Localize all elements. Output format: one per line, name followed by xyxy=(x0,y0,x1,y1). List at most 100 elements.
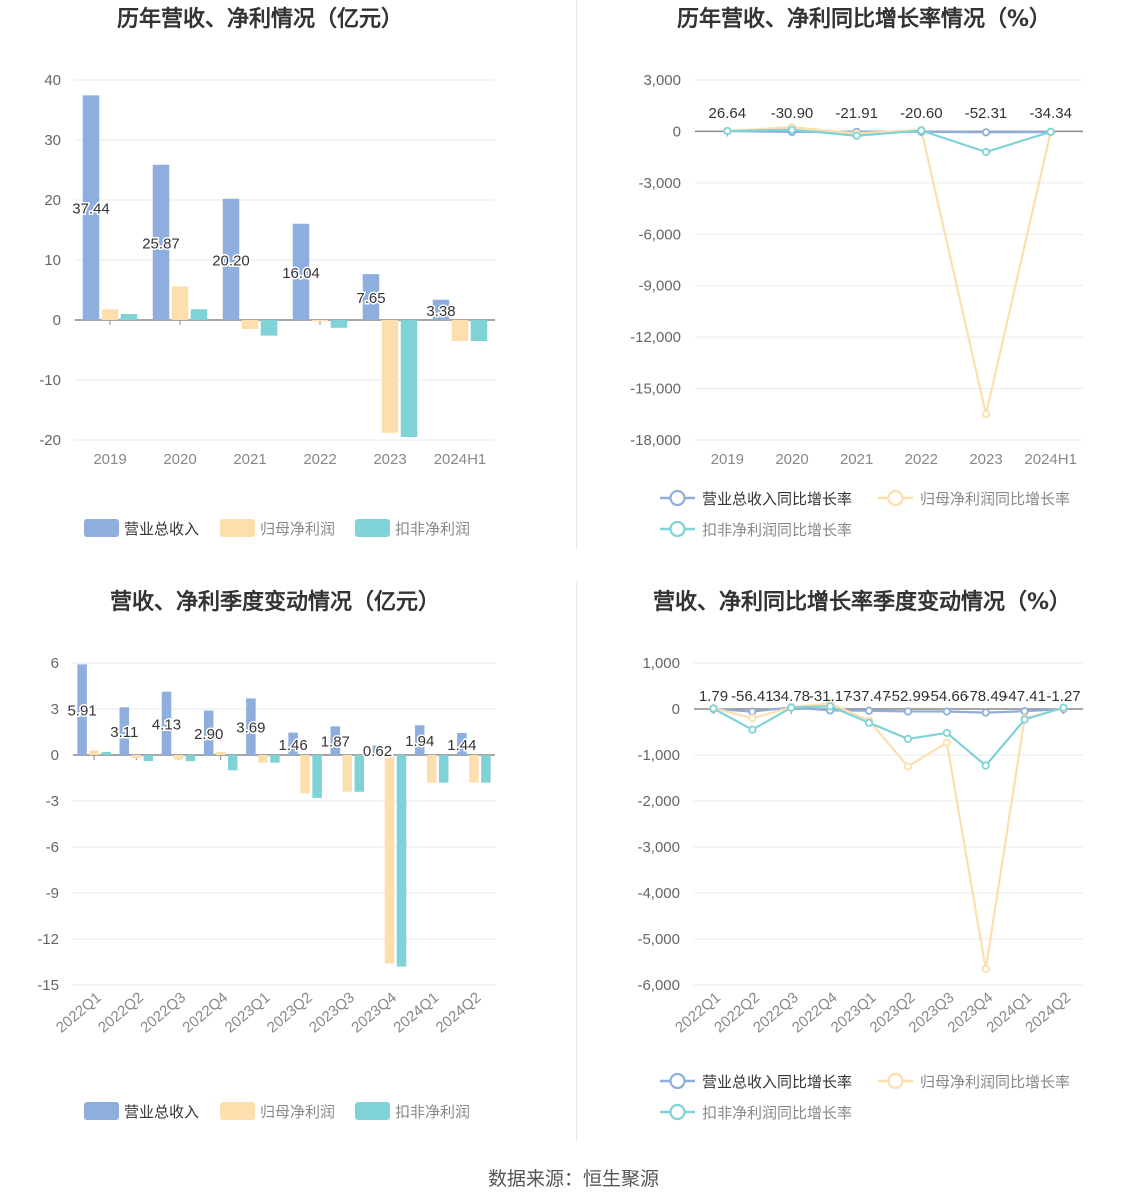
legend-marker xyxy=(669,1072,686,1090)
bar-deducted-profit xyxy=(354,755,365,792)
x-tick-label: 2022Q3 xyxy=(137,989,189,1036)
y-tick-label: -6 xyxy=(46,839,59,856)
legend-label: 营业总收入同比增长率 xyxy=(702,1074,852,1091)
y-tick-label: -9,000 xyxy=(638,278,681,295)
line-point xyxy=(903,707,913,716)
line-value-label: -52.31 xyxy=(965,105,1008,122)
bar-deducted-profit xyxy=(438,755,449,783)
bar-deducted-profit xyxy=(101,751,111,755)
legend-swatch xyxy=(84,519,119,537)
legend-label: 营业总收入 xyxy=(124,1104,199,1121)
line-point xyxy=(723,126,732,136)
legend-marker xyxy=(887,1072,904,1090)
bar-deducted-profit xyxy=(312,755,322,798)
bar-revenue xyxy=(161,691,172,755)
bar-net-profit xyxy=(300,755,310,794)
y-tick-label: 6 xyxy=(51,655,59,672)
y-tick-label: 30 xyxy=(44,132,61,149)
chart-title: 营收、净利同比增长率季度变动情况（%） xyxy=(653,589,1071,615)
bar-net-profit xyxy=(89,750,99,755)
y-tick-label: 0 xyxy=(672,701,680,718)
y-tick-label: -6,000 xyxy=(637,977,680,994)
chart-svg: 历年营收、净利同比增长率情况（%） -18,000 -15,000 -12,000 -9… xyxy=(630,6,1083,539)
legend-label: 归母净利润 xyxy=(260,1104,335,1121)
line-point xyxy=(787,125,797,134)
quarterly-revenue-profit-chart: 营收、净利季度变动情况（亿元） -15 -12 -9 -6 -3 0 3 6 2022Q1 2022… xyxy=(0,582,560,1152)
legend-marker xyxy=(669,1103,686,1121)
x-tick-label: 2022 xyxy=(303,451,336,468)
y-tick-label: -15,000 xyxy=(630,381,681,398)
bar-value-label: 4.13 xyxy=(152,716,181,733)
bar-value-label: 3.38 xyxy=(426,303,455,320)
x-tick-label: 2020 xyxy=(775,451,808,468)
line-point xyxy=(903,734,913,743)
legend-marker xyxy=(887,489,904,507)
line-value-label: -31.17 xyxy=(809,688,852,705)
line-point xyxy=(864,718,874,727)
bar-revenue xyxy=(203,710,214,755)
y-tick-label: 0 xyxy=(51,747,59,764)
y-tick-label: 20 xyxy=(44,192,61,209)
chart-title: 历年营收、净利同比增长率情况（%） xyxy=(677,6,1051,32)
line-point xyxy=(981,147,991,157)
line-value-label: -54.66 xyxy=(926,688,969,705)
line-value-label: -34.34 xyxy=(1029,105,1072,122)
x-tick-label: 2024Q2 xyxy=(433,989,485,1036)
bar-deducted-profit xyxy=(185,755,196,762)
legend-label: 归母净利润同比增长率 xyxy=(920,491,1070,508)
line-point xyxy=(1020,707,1029,716)
line-net-growth xyxy=(727,126,1052,415)
bar-net-profit xyxy=(258,755,268,763)
x-tick-label: 2022Q1 xyxy=(53,989,105,1036)
chart-title: 历年营收、净利情况（亿元） xyxy=(117,6,403,32)
line-point xyxy=(981,964,990,973)
annual-growth-rate-chart: 历年营收、净利同比增长率情况（%） -18,000 -15,000 -12,000 -9… xyxy=(580,0,1140,570)
bar-deducted-profit xyxy=(330,320,348,328)
quarterly-growth-rate-chart: 营收、净利同比增长率季度变动情况（%） -6,000 -5,000 -4,000 -3,… xyxy=(580,582,1140,1152)
line-value-label: 34.78 xyxy=(772,688,810,705)
x-tick-label: 2023 xyxy=(969,451,1002,468)
y-tick-label: -2,000 xyxy=(637,793,680,810)
legend-marker xyxy=(669,520,686,538)
chart-title: 营收、净利季度变动情况（亿元） xyxy=(110,589,440,615)
bar-net-profit xyxy=(342,755,353,792)
x-tick-label: 2019 xyxy=(93,451,126,468)
annual-revenue-profit-chart: 历年营收、净利情况（亿元） -20 -10 0 10 20 30 40 2019 2020 2021… xyxy=(0,0,560,570)
line-point xyxy=(1059,703,1068,712)
bar-deducted-profit xyxy=(396,755,407,967)
legend-label: 扣非净利润同比增长率 xyxy=(702,522,852,539)
y-tick-label: -9 xyxy=(46,885,59,902)
legend-label: 扣非净利润 xyxy=(395,1104,470,1121)
bar-value-label: 5.91 xyxy=(67,703,96,720)
bar-revenue xyxy=(152,164,170,320)
line-value-label: -1.27 xyxy=(1046,688,1080,705)
bar-deducted-profit xyxy=(120,314,138,320)
x-tick-label: 2021 xyxy=(840,451,873,468)
line-point xyxy=(748,707,757,716)
bar-revenue xyxy=(119,707,130,755)
y-tick-label: -5,000 xyxy=(637,931,680,948)
y-tick-label: 0 xyxy=(53,312,61,329)
line-deducted-growth xyxy=(727,128,1051,154)
line-point xyxy=(981,708,990,717)
bar-revenue xyxy=(372,745,383,755)
line-point xyxy=(903,762,913,771)
legend-label: 扣非净利润 xyxy=(395,521,470,538)
line-value-label: -30.90 xyxy=(771,105,814,122)
bar-net-profit xyxy=(381,320,399,433)
x-tick-label: 2023Q2 xyxy=(264,989,316,1036)
line-point xyxy=(826,702,835,711)
line-point xyxy=(748,725,757,734)
bar-value-label: 20.20 xyxy=(212,252,250,269)
line-value-label: -52.99 xyxy=(887,688,930,705)
chart-svg: 历年营收、净利情况（亿元） -20 -10 0 10 20 30 40 2019 2020 2021… xyxy=(39,6,495,538)
bar-revenue xyxy=(414,725,425,755)
y-tick-label: 0 xyxy=(673,123,681,140)
bar-net-profit xyxy=(241,320,259,329)
x-tick-label: 2023 xyxy=(373,451,406,468)
y-tick-label: 40 xyxy=(44,72,61,89)
bar-value-label: 1.94 xyxy=(405,733,434,750)
bar-net-profit xyxy=(384,755,395,964)
bar-revenue xyxy=(288,732,298,755)
line-value-label: -78.49 xyxy=(964,688,1007,705)
